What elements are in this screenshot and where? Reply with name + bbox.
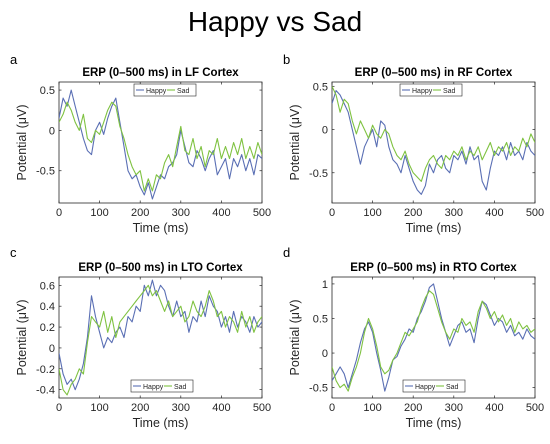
chart-title: ERP (0–500 ms) in RF Cortex xyxy=(355,67,513,79)
x-tick-label: 500 xyxy=(253,402,271,414)
x-tick-label: 100 xyxy=(90,402,108,414)
legend: Happy Sad xyxy=(133,83,197,97)
series-line-sad xyxy=(332,290,535,392)
x-tick-label: 100 xyxy=(90,207,108,219)
panel-letter-b: b xyxy=(283,52,291,67)
panel-letter-a: a xyxy=(10,52,18,67)
x-tick-label: 200 xyxy=(404,207,422,219)
legend: Happy Sad xyxy=(399,83,463,97)
x-tick-label: 300 xyxy=(445,402,463,414)
legend-entry: Sad xyxy=(174,384,187,391)
legend-box xyxy=(402,379,466,393)
x-axis-label: Time (ms) xyxy=(133,416,189,430)
panel-letter-d: d xyxy=(283,245,291,260)
x-tick-label: 400 xyxy=(485,207,503,219)
y-tick-label: -0.5 xyxy=(309,168,328,180)
series-line-happy xyxy=(59,279,262,391)
y-tick-label: 0.5 xyxy=(313,81,328,93)
x-tick-label: 0 xyxy=(56,207,62,219)
legend-entry: Sad xyxy=(446,384,459,391)
y-tick-label: 0 xyxy=(322,348,328,360)
x-tick-label: 500 xyxy=(253,207,271,219)
legend: Happy Sad xyxy=(130,379,194,393)
y-axis-label: Potential (μV) xyxy=(288,300,302,376)
legend-entry: Happy xyxy=(412,88,433,95)
panel-letter-c: c xyxy=(10,245,17,260)
figure-title: Happy vs Sad xyxy=(187,6,363,37)
x-tick-label: 0 xyxy=(329,402,335,414)
plot-area xyxy=(58,81,263,204)
x-tick-label: 500 xyxy=(526,402,544,414)
series-line-sad xyxy=(59,284,262,396)
y-tick-label: 0 xyxy=(322,125,328,137)
chart-title: ERP (0–500 ms) in RTO Cortex xyxy=(350,262,517,274)
y-tick-label: -0.5 xyxy=(309,383,328,395)
series-line-sad xyxy=(332,86,535,182)
y-tick-label: -0.5 xyxy=(36,166,55,178)
x-tick-label: 500 xyxy=(526,207,544,219)
legend-box xyxy=(399,83,463,97)
legend-entry: Happy xyxy=(143,384,164,391)
legend-entry: Sad xyxy=(443,88,456,95)
y-axis-label: Potential (μV) xyxy=(288,105,302,181)
x-tick-label: 300 xyxy=(172,402,190,414)
x-tick-label: 400 xyxy=(485,402,503,414)
x-axis-label: Time (ms) xyxy=(406,416,462,430)
x-tick-label: 200 xyxy=(131,207,149,219)
x-tick-label: 100 xyxy=(363,402,381,414)
legend-entry: Sad xyxy=(177,88,190,95)
y-tick-label: 1 xyxy=(322,279,328,291)
chart-panel: 0 100 200 300 400 500 -0.5 0 0.5 ERP (0–500 ms) i… xyxy=(15,67,271,235)
x-tick-label: 400 xyxy=(212,207,230,219)
x-tick-label: 300 xyxy=(445,207,463,219)
plot-area xyxy=(331,81,536,204)
y-tick-label: -0.4 xyxy=(36,385,55,397)
y-tick-label: 0.6 xyxy=(40,280,55,292)
legend-entry: Happy xyxy=(146,88,167,95)
chart-panel: 0 100 200 300 400 500 -0.4 -0.2 0 0.2 0.4 0.6 ERP (0… xyxy=(15,262,271,430)
legend-entry: Happy xyxy=(415,384,436,391)
y-tick-label: -0.2 xyxy=(36,364,55,376)
x-axis-label: Time (ms) xyxy=(406,221,462,235)
y-tick-label: 0.2 xyxy=(40,322,55,334)
plot-area xyxy=(58,276,263,399)
x-tick-label: 300 xyxy=(172,207,190,219)
x-tick-label: 200 xyxy=(404,402,422,414)
chart-panel: 0 100 200 300 400 500 -0.5 0 0.5 ERP (0–500 ms) i… xyxy=(288,67,544,235)
y-axis-label: Potential (μV) xyxy=(15,105,29,181)
x-tick-label: 100 xyxy=(363,207,381,219)
series-line-sad xyxy=(59,101,262,192)
x-tick-label: 0 xyxy=(329,207,335,219)
legend-box xyxy=(133,83,197,97)
series-line-happy xyxy=(59,89,262,200)
y-tick-label: 0.5 xyxy=(40,85,55,97)
x-tick-label: 0 xyxy=(56,402,62,414)
chart-title: ERP (0–500 ms) in LTO Cortex xyxy=(78,262,243,274)
x-tick-label: 400 xyxy=(212,402,230,414)
x-axis-label: Time (ms) xyxy=(133,221,189,235)
y-axis-label: Potential (μV) xyxy=(15,300,29,376)
y-tick-label: 0 xyxy=(49,125,55,137)
y-tick-label: 0.5 xyxy=(313,313,328,325)
plot-area xyxy=(331,276,536,399)
legend: Happy Sad xyxy=(402,379,466,393)
y-tick-label: 0 xyxy=(49,343,55,355)
chart-title: ERP (0–500 ms) in LF Cortex xyxy=(82,67,239,79)
y-tick-label: 0.4 xyxy=(40,301,55,313)
x-tick-label: 200 xyxy=(131,402,149,414)
legend-box xyxy=(130,379,194,393)
